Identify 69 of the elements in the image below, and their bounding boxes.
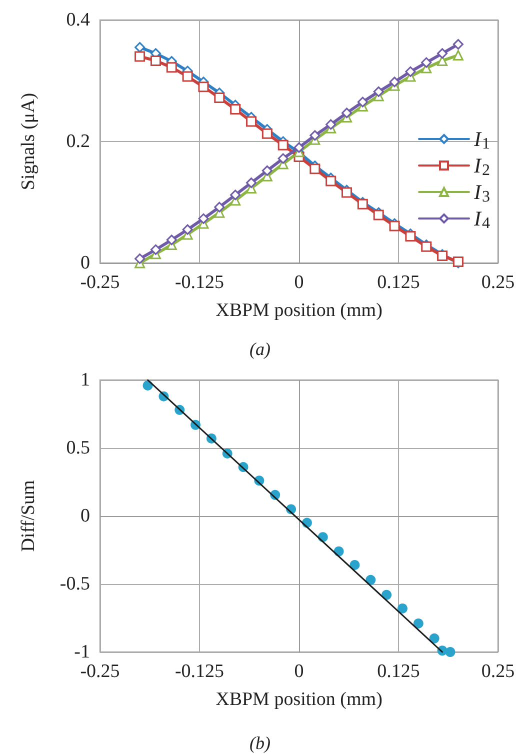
point bbox=[452, 50, 464, 60]
point bbox=[134, 51, 146, 62]
point bbox=[214, 92, 225, 104]
point bbox=[230, 104, 241, 115]
x-axis-title: XBPM position (mm) bbox=[216, 689, 382, 710]
point bbox=[445, 647, 456, 657]
point bbox=[397, 603, 408, 614]
point bbox=[373, 86, 384, 97]
point bbox=[437, 48, 448, 59]
point bbox=[373, 210, 384, 220]
point bbox=[405, 66, 416, 77]
point bbox=[246, 178, 256, 188]
point bbox=[166, 62, 177, 73]
point bbox=[262, 165, 272, 176]
point bbox=[389, 220, 400, 232]
text: (b) bbox=[250, 733, 271, 753]
point bbox=[182, 71, 193, 82]
point bbox=[294, 142, 304, 153]
point bbox=[198, 82, 209, 92]
point bbox=[310, 130, 320, 141]
point bbox=[405, 231, 416, 242]
y-axis-title: Diff/Sum bbox=[18, 480, 39, 552]
point bbox=[429, 633, 440, 644]
x-tick-label: -0.25 bbox=[80, 661, 120, 682]
point bbox=[366, 574, 376, 585]
point bbox=[150, 55, 161, 66]
x-tick-label: -0.125 bbox=[174, 272, 224, 293]
point bbox=[350, 560, 360, 570]
point bbox=[342, 187, 352, 198]
point bbox=[246, 116, 256, 127]
y-tick-label: 0.4 bbox=[66, 10, 90, 30]
y-tick-label: -0.5 bbox=[60, 574, 90, 594]
point bbox=[134, 253, 146, 264]
point bbox=[214, 202, 225, 212]
point bbox=[278, 153, 288, 164]
y-tick-label: 0.2 bbox=[66, 131, 90, 152]
point bbox=[389, 76, 400, 88]
point bbox=[134, 42, 146, 53]
point bbox=[452, 39, 464, 50]
x-tick-label: 0.25 bbox=[481, 661, 515, 682]
y-tick-label: 0.5 bbox=[66, 438, 90, 458]
point bbox=[357, 96, 368, 108]
y-tick-label: 0 bbox=[80, 252, 90, 274]
y-axis-title: Signals (μA) bbox=[18, 92, 39, 190]
point bbox=[262, 128, 272, 139]
y-tick-label: 1 bbox=[80, 370, 90, 390]
point bbox=[310, 164, 320, 174]
x-tick-label: 0.125 bbox=[377, 272, 420, 293]
point bbox=[230, 190, 241, 200]
x-tick-label: 0.25 bbox=[481, 272, 515, 293]
point bbox=[421, 57, 432, 68]
text: (a) bbox=[250, 339, 271, 359]
point bbox=[326, 176, 336, 186]
point bbox=[150, 244, 161, 255]
point bbox=[413, 618, 424, 628]
point bbox=[278, 140, 288, 150]
x-axis-title: XBPM position (mm) bbox=[216, 300, 382, 321]
x-tick-label: 0 bbox=[294, 272, 304, 293]
x-tick-label: 0.125 bbox=[377, 661, 420, 682]
point bbox=[198, 213, 209, 224]
x-tick-label: 0 bbox=[294, 661, 304, 682]
x-tick-label: -0.25 bbox=[80, 272, 120, 293]
point bbox=[342, 108, 352, 118]
y-tick-label: -1 bbox=[74, 642, 90, 662]
y-tick-label: 0 bbox=[80, 506, 90, 526]
point bbox=[166, 234, 177, 246]
point bbox=[326, 119, 336, 130]
x-tick-label: -0.125 bbox=[174, 661, 224, 682]
point bbox=[182, 224, 193, 235]
